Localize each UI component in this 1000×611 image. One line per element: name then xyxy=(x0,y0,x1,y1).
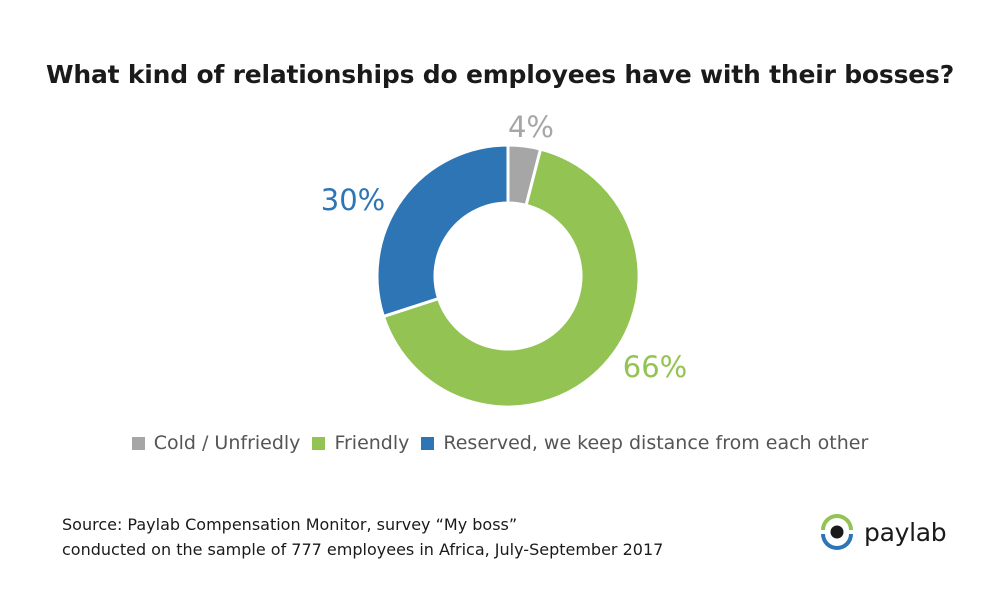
legend-item-friendly: Friendly xyxy=(312,432,409,454)
chart-legend: Cold / Unfriedly Friendly Reserved, we k… xyxy=(0,432,1000,454)
legend-label-reserved: Reserved, we keep distance from each oth… xyxy=(443,432,869,454)
paylab-logo: paylab xyxy=(818,513,947,551)
legend-item-reserved: Reserved, we keep distance from each oth… xyxy=(421,432,868,454)
slice-reserved xyxy=(375,143,510,319)
paylab-eye-icon xyxy=(821,514,853,550)
legend-item-cold: Cold / Unfriedly xyxy=(131,432,301,454)
source-line-1: Source: Paylab Compensation Monitor, sur… xyxy=(62,515,518,534)
legend-swatch-reserved xyxy=(421,436,435,450)
legend-label-cold: Cold / Unfriedly xyxy=(153,432,301,454)
slice-friendly xyxy=(381,147,641,409)
legend-swatch-friendly xyxy=(312,436,326,450)
source-line-2: conducted on the sample of 777 employees… xyxy=(62,540,664,559)
paylab-logo-text: paylab xyxy=(864,517,947,547)
source-note: Source: Paylab Compensation Monitor, sur… xyxy=(62,512,663,562)
data-label-reserved: 30% xyxy=(321,183,385,217)
data-label-cold: 4% xyxy=(508,110,554,144)
chart-title: What kind of relationships do employees … xyxy=(45,60,955,89)
legend-swatch-cold xyxy=(131,436,145,450)
data-label-friendly: 66% xyxy=(623,350,687,384)
legend-label-friendly: Friendly xyxy=(334,432,410,454)
